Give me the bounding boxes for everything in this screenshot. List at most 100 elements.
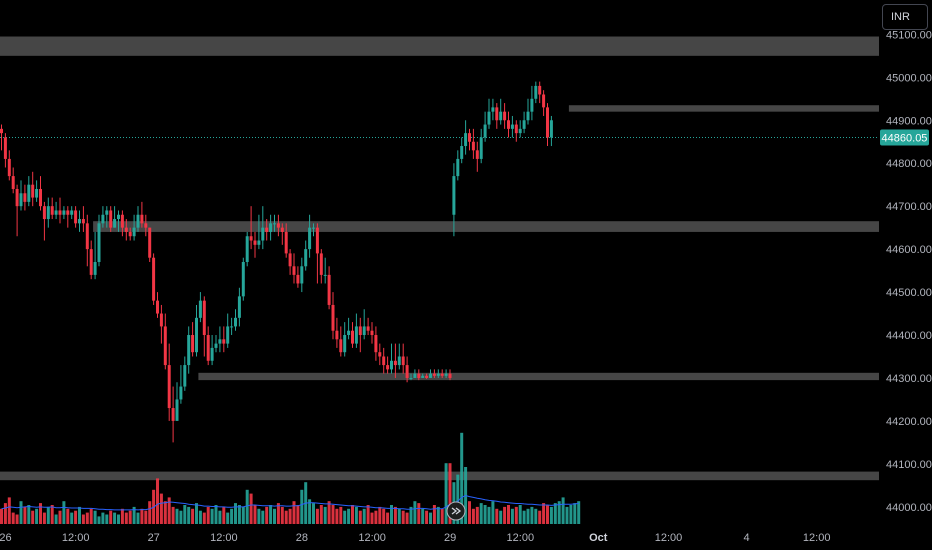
volume-bar-2 [7, 497, 11, 524]
candle-body-0 [0, 128, 3, 134]
volume-bar-77 [300, 489, 304, 524]
candle-62 [241, 257, 245, 301]
candle-49 [191, 322, 195, 357]
volume-bar-8 [31, 510, 35, 524]
candle-body-23 [89, 249, 93, 275]
price-axis[interactable]: 45100.00 45000.00 44900.00 44800.00 44700.00… [886, 29, 932, 513]
candle-20 [78, 210, 81, 232]
candle-body-90 [351, 330, 354, 344]
candle-141 [549, 115, 553, 147]
zone-2 [93, 221, 880, 232]
candle-body-67 [261, 227, 265, 241]
candle-body-37 [144, 223, 148, 228]
candle-body-8 [31, 184, 35, 198]
time-tick-label-4: 28 [296, 532, 308, 544]
volume-bar-107 [417, 503, 421, 524]
candle-117 [456, 150, 460, 181]
price-tick-label-4: 44700.00 [886, 201, 932, 213]
candle-64 [249, 206, 253, 250]
volume-bar-7 [27, 505, 31, 524]
volume-bar-56 [218, 510, 222, 524]
time-axis[interactable]: 26 12:00 27 12:00 28 12:00 29 12:00 Oct 12:00 4 12:… [0, 532, 830, 544]
candle-body-118 [460, 146, 464, 159]
candle-54 [210, 335, 214, 366]
candle-body-48 [187, 335, 191, 366]
candle-111 [432, 369, 436, 378]
candle-body-69 [269, 223, 273, 232]
candle-body-19 [74, 210, 78, 224]
volume-bar-41 [159, 493, 163, 524]
candle-body-62 [241, 262, 245, 297]
candle-body-141 [549, 120, 553, 138]
candle-26 [101, 206, 105, 228]
candle-55 [214, 335, 218, 353]
volume-bar-131 [510, 508, 514, 524]
candle-body-104 [405, 365, 409, 378]
candle-80 [312, 223, 315, 237]
currency-button[interactable]: INR [882, 4, 928, 30]
candle-body-60 [234, 317, 237, 327]
volume-bar-12 [46, 506, 50, 524]
candle-body-71 [276, 223, 280, 228]
candle-140 [546, 103, 549, 147]
candle-34 [132, 214, 136, 241]
candle-122 [475, 141, 479, 172]
candle-body-3 [11, 176, 15, 189]
candle-120 [468, 128, 471, 151]
candle-body-134 [522, 120, 526, 129]
candle-84 [327, 266, 331, 310]
candle-body-75 [292, 266, 296, 275]
candle-body-124 [483, 124, 487, 138]
volume-bar-127 [495, 508, 499, 524]
volume-bar-87 [339, 506, 343, 524]
candle-57 [222, 326, 226, 353]
candle-body-47 [183, 365, 187, 387]
candle-body-45 [175, 399, 179, 421]
candle-body-56 [218, 339, 222, 344]
volume-bar-91 [354, 506, 358, 524]
candle-133 [518, 120, 522, 138]
time-tick-label-3: 12:00 [210, 532, 238, 544]
candle-128 [499, 98, 503, 125]
volume-bar-0 [0, 508, 3, 524]
candle-body-112 [436, 373, 440, 376]
volume-bar-85 [331, 505, 335, 524]
volume-bar-69 [269, 505, 273, 524]
time-tick-label-0: 26 [0, 532, 12, 544]
candle-body-115 [448, 373, 452, 378]
volume-bar-79 [308, 499, 312, 524]
volume-bar-76 [296, 505, 300, 524]
volume-bar-18 [70, 512, 74, 524]
candle-body-31 [120, 214, 124, 228]
candle-108 [421, 373, 425, 378]
candle-30 [117, 210, 120, 232]
candle-16 [62, 206, 66, 220]
volume-bar-109 [425, 510, 429, 524]
candle-body-100 [390, 360, 393, 370]
candle-body-2 [7, 158, 11, 177]
volume-bar-36 [140, 508, 144, 524]
candle-65 [253, 231, 257, 258]
price-tick-label-1: 45000.00 [886, 72, 932, 84]
candle-109 [425, 373, 429, 379]
volume-bar-46 [179, 510, 183, 524]
price-tick-label-10: 44100.00 [886, 459, 932, 471]
scroll-to-realtime-icon[interactable] [446, 501, 466, 521]
candle-130 [507, 111, 510, 138]
candle-125 [487, 98, 491, 129]
volume-bar-38 [148, 501, 152, 524]
volume-bar-68 [265, 506, 269, 524]
candle-body-63 [245, 236, 249, 262]
candle-body-5 [19, 193, 23, 207]
candle-body-108 [421, 375, 425, 378]
candle-body-33 [128, 231, 132, 237]
candle-136 [530, 85, 534, 121]
candle-129 [503, 103, 507, 129]
candle-body-55 [214, 343, 218, 348]
candle-91 [354, 313, 358, 348]
volume-bar-13 [50, 505, 54, 524]
candle-123 [479, 128, 483, 164]
candle-127 [495, 103, 499, 129]
